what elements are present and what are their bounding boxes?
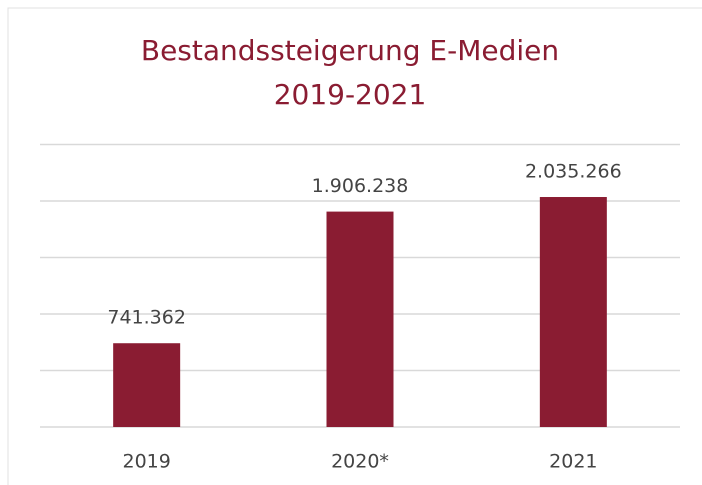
x-tick-label: 2019 (122, 451, 170, 473)
bar (326, 211, 394, 427)
bar (539, 197, 607, 427)
x-tick-label: 2020* (331, 451, 389, 473)
chart-title: Bestandssteigerung E-Medien (141, 34, 559, 67)
data-label: 1.906.238 (312, 175, 409, 197)
data-label: 2.035.266 (525, 161, 622, 183)
frame (7, 7, 702, 485)
x-tick-label: 2021 (549, 451, 597, 473)
data-label: 741.362 (107, 307, 186, 329)
bar (113, 343, 181, 427)
chart-title: 2019-2021 (274, 78, 427, 111)
